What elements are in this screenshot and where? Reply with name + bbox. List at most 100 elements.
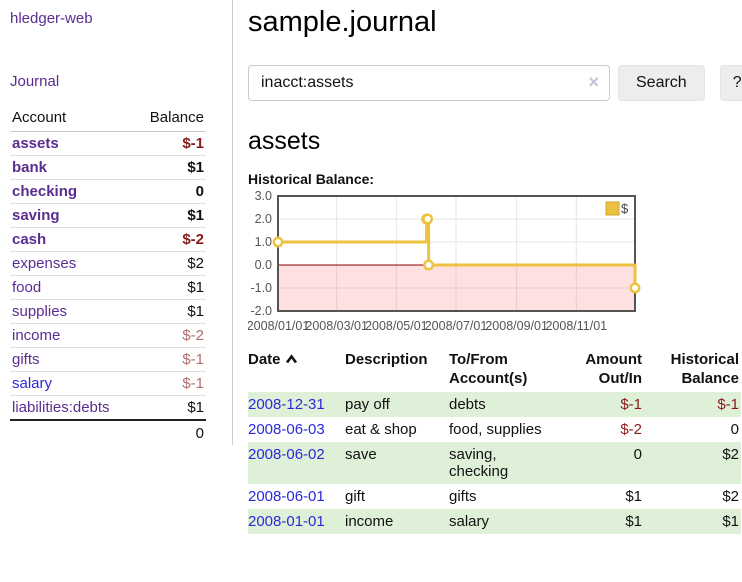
account-link-gifts[interactable]: gifts xyxy=(12,351,40,368)
search-bar: × Search ? xyxy=(248,65,742,101)
transaction-description: save xyxy=(345,446,377,463)
svg-text:0.0: 0.0 xyxy=(255,258,272,272)
sidebar: hledger-web Journal Account Balance asse… xyxy=(0,0,233,445)
svg-text:1.0: 1.0 xyxy=(255,235,272,249)
transaction-balance: $2 xyxy=(722,488,739,505)
account-balance: $1 xyxy=(134,275,206,300)
accounts-header-row: Account Balance xyxy=(10,105,206,132)
account-row-cash: cash $-2 xyxy=(10,227,206,252)
account-row-supplies: supplies $1 xyxy=(10,299,206,324)
transaction-date-link[interactable]: 2008-06-01 xyxy=(248,488,325,505)
register-header-date-label: Date xyxy=(248,351,281,368)
account-link-expenses[interactable]: expenses xyxy=(12,255,77,272)
transaction-accounts: gifts xyxy=(449,488,477,505)
account-link-cash[interactable]: cash xyxy=(12,231,47,248)
app-title-link[interactable]: hledger-web xyxy=(10,10,93,27)
account-link-food[interactable]: food xyxy=(12,279,42,296)
register-row: 2008-01-01 income salary $1 $1 xyxy=(248,509,741,534)
transaction-amount: $-2 xyxy=(620,421,642,438)
transaction-balance: $2 xyxy=(722,446,739,463)
clear-search-icon[interactable]: × xyxy=(588,72,599,92)
account-balance: $1 xyxy=(134,155,206,180)
transaction-amount: $1 xyxy=(625,488,642,505)
svg-text:2008/09/01: 2008/09/01 xyxy=(485,319,548,333)
accounts-total-row: 0 xyxy=(10,419,206,445)
transaction-date-link[interactable]: 2008-01-01 xyxy=(248,513,325,530)
account-row-salary: salary $-1 xyxy=(10,371,206,396)
account-balance: $-1 xyxy=(134,371,206,396)
register-header-row: Date Description To/From Account(s) Amou… xyxy=(248,348,741,392)
svg-text:3.0: 3.0 xyxy=(255,191,272,203)
svg-text:2008/05/01: 2008/05/01 xyxy=(365,319,428,333)
account-row-liabilities-debts: liabilities:debts $1 xyxy=(10,395,206,421)
account-row-saving: saving $1 xyxy=(10,203,206,228)
svg-text:2008/03/01: 2008/03/01 xyxy=(305,319,368,333)
transaction-date-link[interactable]: 2008-12-31 xyxy=(248,396,325,413)
register-table: Date Description To/From Account(s) Amou… xyxy=(248,348,741,534)
svg-text:-1.0: -1.0 xyxy=(250,281,272,295)
svg-text:2008/07/01: 2008/07/01 xyxy=(425,319,488,333)
transaction-accounts: debts xyxy=(449,396,486,413)
account-link-checking[interactable]: checking xyxy=(12,183,78,200)
transaction-date-link[interactable]: 2008-06-03 xyxy=(248,421,325,438)
account-link-supplies[interactable]: supplies xyxy=(12,303,68,320)
accounts-header-balance: Balance xyxy=(134,105,206,132)
account-balance: $-1 xyxy=(134,347,206,372)
account-row-income: income $-2 xyxy=(10,323,206,348)
account-row-checking: checking 0 xyxy=(10,179,206,204)
transaction-amount: $1 xyxy=(625,513,642,530)
account-link-bank[interactable]: bank xyxy=(12,159,48,176)
search-button[interactable]: Search xyxy=(618,65,705,101)
search-box: × xyxy=(248,65,610,101)
accounts-total-value: 0 xyxy=(134,419,206,445)
register-header-accounts: To/From Account(s) xyxy=(449,351,528,387)
historical-balance-chart: $3.0 2.0 1.0 0.0 -1.0 -2.02008/01/012008/03/0… xyxy=(248,191,641,333)
account-link-saving[interactable]: saving xyxy=(12,207,60,224)
transaction-description: eat & shop xyxy=(345,421,417,438)
account-balance: $1 xyxy=(134,395,206,421)
transaction-accounts: salary xyxy=(449,513,490,530)
svg-text:2.0: 2.0 xyxy=(255,212,272,226)
accounts-header-account: Account xyxy=(10,105,135,132)
svg-text:$: $ xyxy=(621,201,629,216)
search-input[interactable] xyxy=(248,65,610,101)
sidebar-item-journal[interactable]: Journal xyxy=(10,73,60,90)
main-content: sample.journal × Search ? assets Histori… xyxy=(233,0,742,534)
account-heading: assets xyxy=(248,127,321,155)
account-row-expenses: expenses $2 xyxy=(10,251,206,276)
register-row: 2008-06-03 eat & shop food, supplies $-2… xyxy=(248,417,741,442)
account-balance: $-1 xyxy=(134,131,206,156)
account-balance: 0 xyxy=(134,179,206,204)
transaction-balance: $1 xyxy=(722,513,739,530)
transaction-accounts: saving, checking xyxy=(449,446,509,480)
svg-text:2008/11/01: 2008/11/01 xyxy=(545,319,607,333)
transaction-accounts: food, supplies xyxy=(449,421,542,438)
account-link-assets[interactable]: assets xyxy=(12,135,59,152)
register-row: 2008-06-01 gift gifts $1 $2 xyxy=(248,484,741,509)
svg-text:2008/01/01: 2008/01/01 xyxy=(248,319,309,333)
svg-text:-2.0: -2.0 xyxy=(250,304,272,318)
account-link-liabilities-debts[interactable]: liabilities:debts xyxy=(12,399,110,416)
account-link-salary[interactable]: salary xyxy=(12,375,53,392)
transaction-description: gift xyxy=(345,488,366,505)
account-balance: $2 xyxy=(134,251,206,276)
page-title: sample.journal xyxy=(248,6,437,38)
accounts-table: Account Balance assets $-1 bank $1 check… xyxy=(10,105,206,445)
transaction-date-link[interactable]: 2008-06-02 xyxy=(248,446,325,463)
transaction-balance: 0 xyxy=(730,421,739,438)
register-header-amount: Amount Out/In xyxy=(585,351,642,387)
register-header-date: Date xyxy=(248,348,345,392)
account-link-income[interactable]: income xyxy=(12,327,61,344)
accounts-total-spacer xyxy=(10,419,135,445)
account-row-bank: bank $1 xyxy=(10,155,206,180)
account-balance: $-2 xyxy=(134,227,206,252)
transaction-amount: 0 xyxy=(633,446,642,463)
help-button[interactable]: ? xyxy=(719,65,742,101)
register-header-description: Description xyxy=(345,351,428,368)
sort-asc-icon xyxy=(285,351,298,370)
account-row-gifts: gifts $-1 xyxy=(10,347,206,372)
account-row-food: food $1 xyxy=(10,275,206,300)
chart-title: Historical Balance: xyxy=(248,171,375,187)
transaction-description: pay off xyxy=(345,396,390,413)
account-balance: $1 xyxy=(134,203,206,228)
